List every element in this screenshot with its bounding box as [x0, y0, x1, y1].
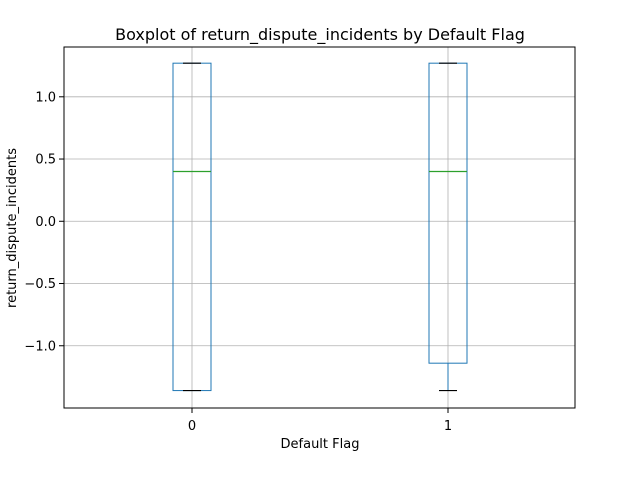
- y-tick-label: 0.0: [35, 215, 56, 230]
- box-group-0: [172, 62, 212, 392]
- y-ticks: −1.0 −0.5 0.0 0.5 1.0: [24, 90, 64, 354]
- x-grid-lines: [191, 47, 449, 408]
- boxes-layer: [172, 62, 468, 392]
- x-tick-label: 1: [444, 419, 452, 434]
- y-axis-label: return_dispute_incidents: [5, 148, 20, 308]
- plot-area-frame: [63, 46, 576, 409]
- chart-title: Boxplot of return_dispute_incidents by D…: [115, 25, 525, 45]
- y-tick-label: −1.0: [24, 339, 56, 354]
- y-grid-lines: [64, 96, 575, 347]
- y-tick-label: −0.5: [24, 277, 56, 292]
- y-tick-label: 1.0: [35, 90, 56, 105]
- x-tick-label: 0: [188, 419, 196, 434]
- y-tick-label: 0.5: [35, 153, 56, 168]
- box-group-1: [428, 62, 468, 392]
- x-axis-label: Default Flag: [281, 437, 360, 452]
